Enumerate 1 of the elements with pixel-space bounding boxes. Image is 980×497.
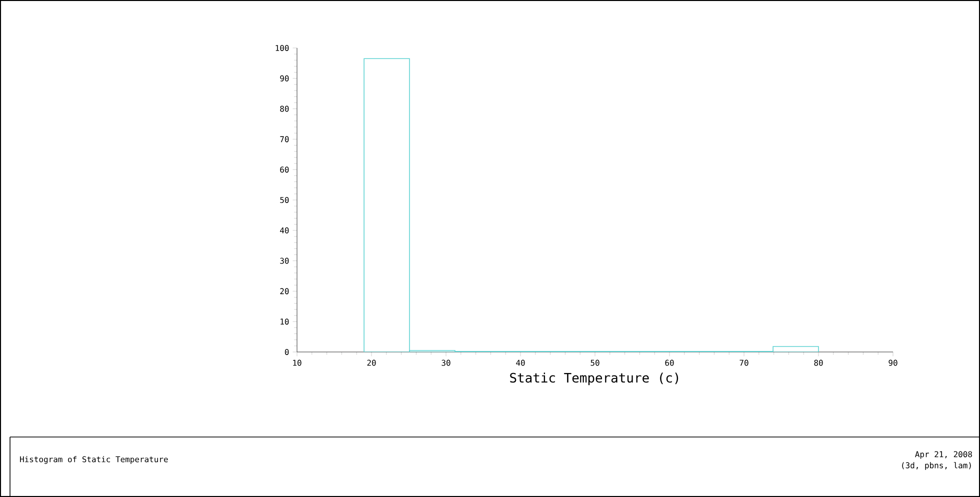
x-axis-title: Static Temperature (c): [510, 372, 678, 386]
